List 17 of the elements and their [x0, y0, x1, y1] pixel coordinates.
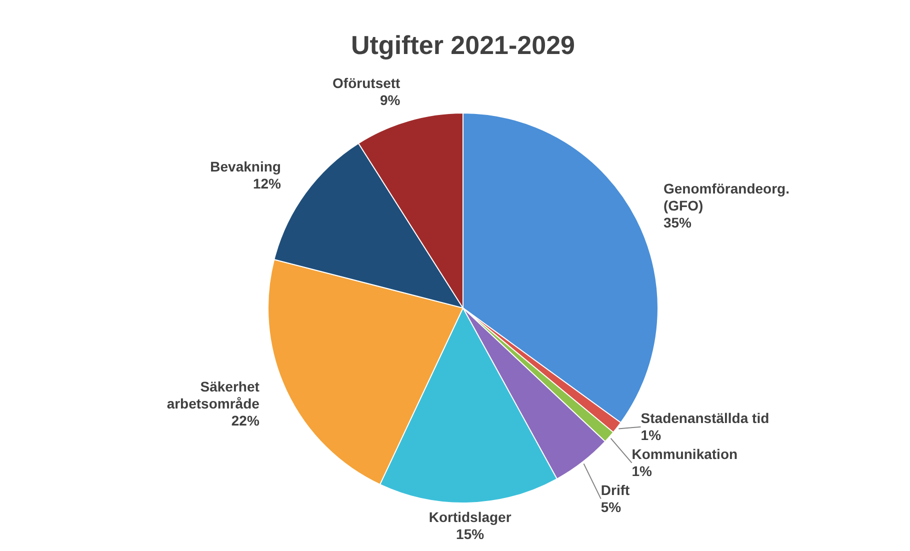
- data-label: 15%: [456, 526, 485, 542]
- slice-label: Drift: [600, 482, 630, 498]
- slice-label: Oförutsett: [332, 74, 401, 91]
- chart-title: Utgifter 2021-2029: [351, 30, 575, 60]
- data-label: 35%: [663, 214, 692, 230]
- data-label: 1%: [640, 426, 662, 443]
- slice-label: Stadenanställda tid: [640, 410, 770, 426]
- data-label: 22%: [231, 412, 260, 428]
- data-label: 5%: [600, 498, 622, 515]
- data-label: 9%: [380, 92, 401, 108]
- slice-label: Genomförandeorg. (GFO): [663, 180, 790, 214]
- data-label: 1%: [632, 462, 653, 479]
- slice-label: Bevakning: [210, 158, 281, 175]
- slice-label: Kortidslager: [428, 508, 512, 525]
- slice-label: Säkerhet arbetsområde: [166, 378, 260, 412]
- slice-label: Kommunikation: [632, 446, 738, 462]
- data-label: 12%: [252, 176, 282, 192]
